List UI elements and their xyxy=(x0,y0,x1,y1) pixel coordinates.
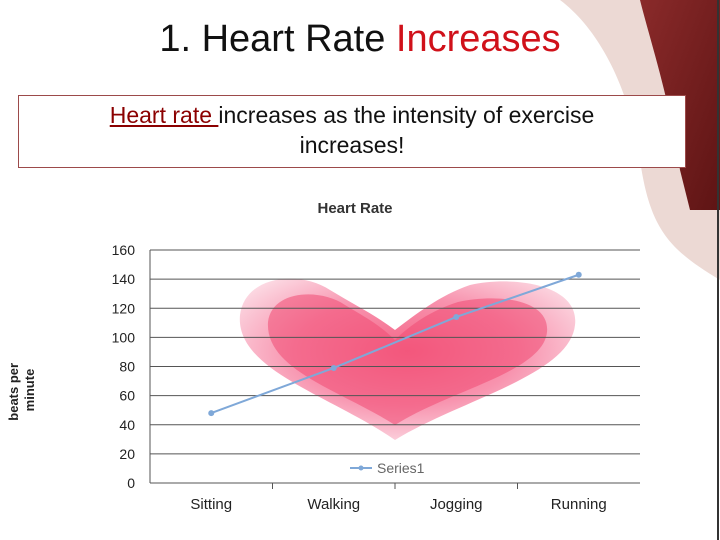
legend-marker xyxy=(358,465,364,471)
series-line xyxy=(210,273,580,415)
data-point xyxy=(330,364,337,371)
y-tick-label: 20 xyxy=(119,446,135,462)
x-tick-label: Walking xyxy=(307,496,360,513)
y-axis-label-line2: minute xyxy=(22,369,37,412)
subtitle-underlined: Heart rate xyxy=(109,102,219,128)
data-point xyxy=(575,271,582,278)
x-tick-labels: Sitting Walking Jogging Running xyxy=(190,483,607,513)
heart-image xyxy=(239,278,576,440)
chart-legend: Series1 xyxy=(350,460,425,476)
legend-label: Series1 xyxy=(377,460,425,476)
y-axis-label-line1: beats per xyxy=(6,363,21,421)
subtitle-box: Heart rate increases as the intensity of… xyxy=(18,95,686,168)
y-axis-label: beats per minute xyxy=(6,359,37,420)
subtitle-line2: increases! xyxy=(299,132,405,158)
x-tick-label: Running xyxy=(551,496,607,513)
x-tick-label: Sitting xyxy=(190,496,232,513)
y-tick-label: 60 xyxy=(119,388,135,404)
y-tick-label: 0 xyxy=(127,475,135,491)
x-tick-label: Jogging xyxy=(430,496,483,513)
y-tick-labels: 0 20 40 60 80 100 120 140 160 xyxy=(112,242,136,491)
subtitle-rest: increases as the intensity of exercise xyxy=(218,102,595,128)
data-point xyxy=(208,410,215,417)
title-accent: Increases xyxy=(395,18,561,60)
chart-title: Heart Rate xyxy=(317,200,392,217)
y-tick-label: 120 xyxy=(112,300,136,316)
data-point xyxy=(453,313,460,320)
title-main: 1. Heart Rate xyxy=(159,18,396,60)
y-tick-label: 40 xyxy=(119,417,135,433)
slide-title: 1. Heart Rate Increases xyxy=(0,18,720,61)
y-tick-label: 160 xyxy=(112,242,136,258)
chart-grid xyxy=(149,249,640,484)
y-tick-label: 100 xyxy=(112,329,136,345)
y-tick-label: 80 xyxy=(119,359,135,375)
heart-rate-chart: Heart Rate beats per minute 0 20 40 60 80 100… xyxy=(6,200,640,513)
y-tick-label: 140 xyxy=(112,271,136,287)
series-line-group xyxy=(208,271,582,417)
